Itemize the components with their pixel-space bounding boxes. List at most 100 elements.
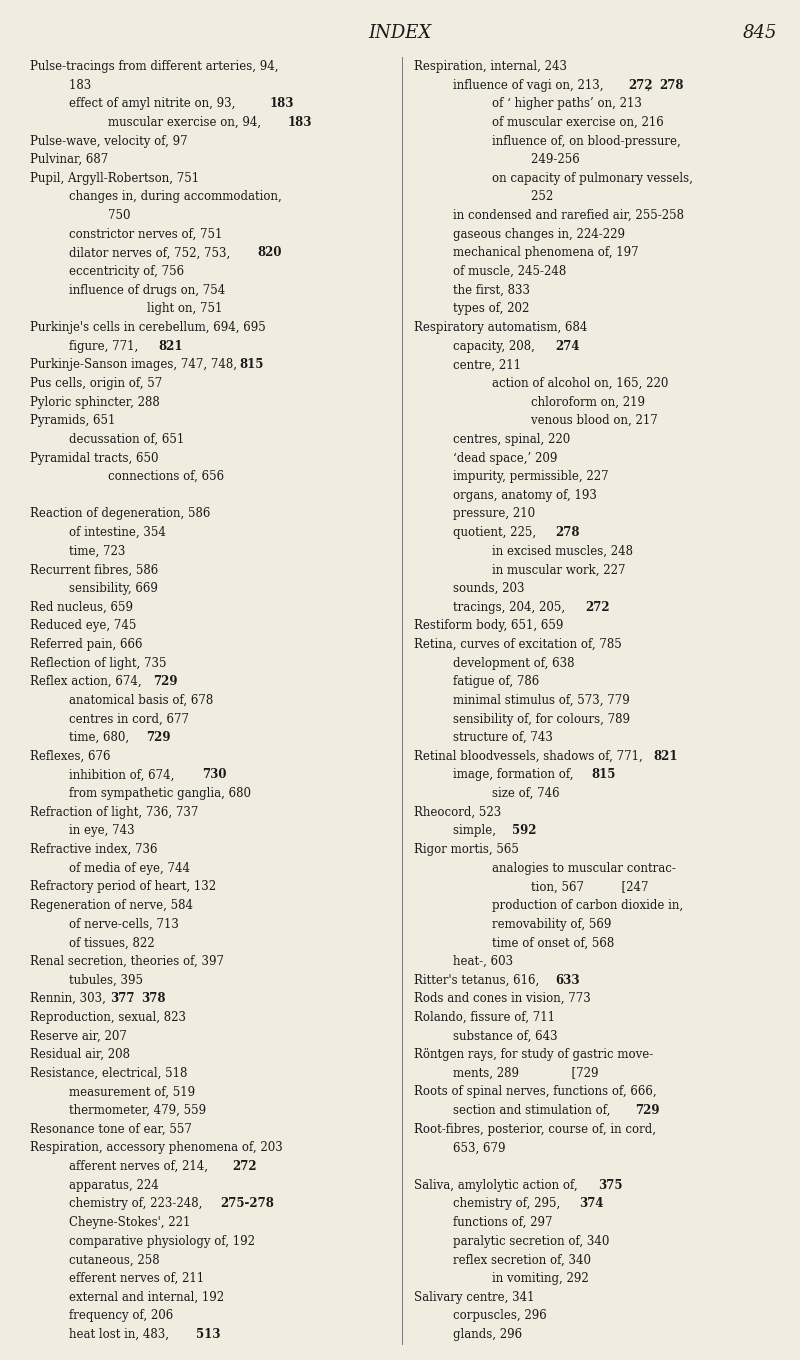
Text: tubules, 395: tubules, 395	[54, 974, 143, 986]
Text: corpuscles, 296: corpuscles, 296	[438, 1310, 547, 1322]
Text: action of alcohol on, 165, 220: action of alcohol on, 165, 220	[462, 377, 669, 390]
Text: time of onset of, 568: time of onset of, 568	[462, 936, 614, 949]
Text: Rigor mortis, 565: Rigor mortis, 565	[414, 843, 519, 855]
Text: Roots of spinal nerves, functions of, 666,: Roots of spinal nerves, functions of, 66…	[414, 1085, 657, 1099]
Text: figure, 771,: figure, 771,	[54, 340, 142, 352]
Text: ments, 289              [729: ments, 289 [729	[438, 1066, 599, 1080]
Text: 820: 820	[257, 246, 282, 260]
Text: of nerve-cells, 713: of nerve-cells, 713	[54, 918, 179, 930]
Text: Ritter's tetanus, 616,: Ritter's tetanus, 616,	[414, 974, 543, 986]
Text: effect of amyl nitrite on, 93,: effect of amyl nitrite on, 93,	[54, 97, 239, 110]
Text: fatigue of, 786: fatigue of, 786	[438, 676, 540, 688]
Text: Resonance tone of ear, 557: Resonance tone of ear, 557	[30, 1123, 192, 1136]
Text: Respiration, internal, 243: Respiration, internal, 243	[414, 60, 567, 73]
Text: 821: 821	[158, 340, 183, 352]
Text: 815: 815	[592, 768, 616, 782]
Text: 183: 183	[54, 79, 92, 91]
Text: Reduced eye, 745: Reduced eye, 745	[30, 619, 137, 632]
Text: 272: 272	[629, 79, 654, 91]
Text: minimal stimulus of, 573, 779: minimal stimulus of, 573, 779	[438, 694, 630, 707]
Text: organs, anatomy of, 193: organs, anatomy of, 193	[438, 488, 598, 502]
Text: Reflexes, 676: Reflexes, 676	[30, 749, 111, 763]
Text: light on, 751: light on, 751	[102, 302, 222, 316]
Text: influence of drugs on, 754: influence of drugs on, 754	[54, 284, 226, 296]
Text: of media of eye, 744: of media of eye, 744	[54, 862, 190, 874]
Text: in muscular work, 227: in muscular work, 227	[462, 563, 626, 577]
Text: 729: 729	[153, 676, 178, 688]
Text: 845: 845	[743, 24, 778, 42]
Text: mechanical phenomena of, 197: mechanical phenomena of, 197	[438, 246, 639, 260]
Text: time, 723: time, 723	[54, 545, 126, 558]
Text: Rods and cones in vision, 773: Rods and cones in vision, 773	[414, 993, 591, 1005]
Text: ,: ,	[647, 79, 654, 91]
Text: Red nucleus, 659: Red nucleus, 659	[30, 601, 134, 613]
Text: anatomical basis of, 678: anatomical basis of, 678	[54, 694, 214, 707]
Text: chloroform on, 219: chloroform on, 219	[486, 396, 646, 408]
Text: Rennin, 303,: Rennin, 303,	[30, 993, 110, 1005]
Text: Referred pain, 666: Referred pain, 666	[30, 638, 143, 651]
Text: paralytic secretion of, 340: paralytic secretion of, 340	[438, 1235, 610, 1247]
Text: Reaction of degeneration, 586: Reaction of degeneration, 586	[30, 507, 210, 521]
Text: measurement of, 519: measurement of, 519	[54, 1085, 195, 1099]
Text: quotient, 225,: quotient, 225,	[438, 526, 540, 539]
Text: image, formation of,: image, formation of,	[438, 768, 578, 782]
Text: Pus cells, origin of, 57: Pus cells, origin of, 57	[30, 377, 162, 390]
Text: influence of vagi on, 213,: influence of vagi on, 213,	[438, 79, 608, 91]
Text: Pyramids, 651: Pyramids, 651	[30, 415, 116, 427]
Text: Refractive index, 736: Refractive index, 736	[30, 843, 158, 855]
Text: centre, 211: centre, 211	[438, 358, 522, 371]
Text: capacity, 208,: capacity, 208,	[438, 340, 539, 352]
Text: in excised muscles, 248: in excised muscles, 248	[462, 545, 634, 558]
Text: Restiform body, 651, 659: Restiform body, 651, 659	[414, 619, 564, 632]
Text: thermometer, 479, 559: thermometer, 479, 559	[54, 1104, 206, 1117]
Text: removability of, 569: removability of, 569	[462, 918, 612, 930]
Text: 815: 815	[239, 358, 263, 371]
Text: 272: 272	[586, 601, 610, 613]
Text: 183: 183	[287, 116, 312, 129]
Text: Refractory period of heart, 132: Refractory period of heart, 132	[30, 880, 217, 894]
Text: afferent nerves of, 214,: afferent nerves of, 214,	[54, 1160, 212, 1174]
Text: Pyloric sphincter, 288: Pyloric sphincter, 288	[30, 396, 160, 408]
Text: frequency of, 206: frequency of, 206	[54, 1310, 174, 1322]
Text: Pyramidal tracts, 650: Pyramidal tracts, 650	[30, 452, 159, 465]
Text: centres in cord, 677: centres in cord, 677	[54, 713, 190, 725]
Text: 729: 729	[146, 732, 171, 744]
Text: Respiration, accessory phenomena of, 203: Respiration, accessory phenomena of, 203	[30, 1141, 283, 1155]
Text: 821: 821	[654, 749, 678, 763]
Text: Pulse-wave, velocity of, 97: Pulse-wave, velocity of, 97	[30, 135, 188, 147]
Text: influence of, on blood-pressure,: influence of, on blood-pressure,	[462, 135, 681, 147]
Text: substance of, 643: substance of, 643	[438, 1030, 558, 1043]
Text: Reflection of light, 735: Reflection of light, 735	[30, 657, 167, 669]
Text: muscular exercise on, 94,: muscular exercise on, 94,	[78, 116, 266, 129]
Text: apparatus, 224: apparatus, 224	[54, 1179, 159, 1191]
Text: pressure, 210: pressure, 210	[438, 507, 535, 521]
Text: Regeneration of nerve, 584: Regeneration of nerve, 584	[30, 899, 194, 913]
Text: 653, 679: 653, 679	[438, 1141, 506, 1155]
Text: centres, spinal, 220: centres, spinal, 220	[438, 432, 570, 446]
Text: 252: 252	[486, 190, 554, 204]
Text: Reserve air, 207: Reserve air, 207	[30, 1030, 127, 1043]
Text: in vomiting, 292: in vomiting, 292	[462, 1272, 589, 1285]
Text: simple,: simple,	[438, 824, 500, 838]
Text: in eye, 743: in eye, 743	[54, 824, 135, 838]
Text: cutaneous, 258: cutaneous, 258	[54, 1254, 160, 1266]
Text: from sympathetic ganglia, 680: from sympathetic ganglia, 680	[54, 787, 251, 800]
Text: Rolando, fissure of, 711: Rolando, fissure of, 711	[414, 1010, 555, 1024]
Text: Cheyne-Stokes', 221: Cheyne-Stokes', 221	[54, 1216, 190, 1229]
Text: external and internal, 192: external and internal, 192	[54, 1291, 225, 1304]
Text: impurity, permissible, 227: impurity, permissible, 227	[438, 471, 609, 483]
Text: tion, 567          [247: tion, 567 [247	[486, 880, 649, 894]
Text: Salivary centre, 341: Salivary centre, 341	[414, 1291, 535, 1304]
Text: Residual air, 208: Residual air, 208	[30, 1049, 130, 1061]
Text: Retinal bloodvessels, shadows of, 771,: Retinal bloodvessels, shadows of, 771,	[414, 749, 647, 763]
Text: Root-fibres, posterior, course of, in cord,: Root-fibres, posterior, course of, in co…	[414, 1123, 657, 1136]
Text: comparative physiology of, 192: comparative physiology of, 192	[54, 1235, 255, 1247]
Text: sounds, 203: sounds, 203	[438, 582, 525, 596]
Text: tracings, 204, 205,: tracings, 204, 205,	[438, 601, 570, 613]
Text: Saliva, amylolytic action of,: Saliva, amylolytic action of,	[414, 1179, 582, 1191]
Text: of intestine, 354: of intestine, 354	[54, 526, 166, 539]
Text: of ‘ higher paths’ on, 213: of ‘ higher paths’ on, 213	[462, 97, 642, 110]
Text: 378: 378	[141, 993, 166, 1005]
Text: sensibility, 669: sensibility, 669	[54, 582, 158, 596]
Text: reflex secretion of, 340: reflex secretion of, 340	[438, 1254, 591, 1266]
